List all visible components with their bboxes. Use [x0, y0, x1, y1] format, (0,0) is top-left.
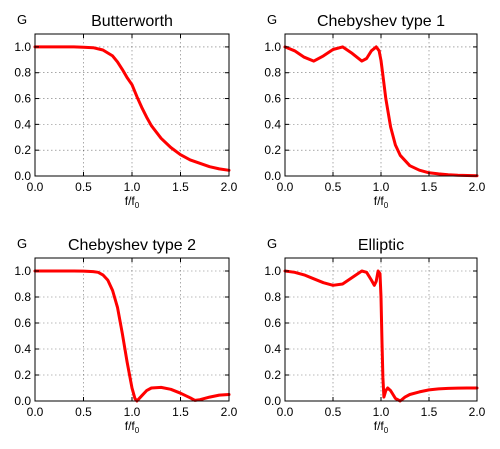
- x-tick-label: 2.0: [469, 405, 486, 419]
- x-tick-label: 1.5: [421, 180, 438, 194]
- y-tick-label: 0.4: [264, 342, 281, 356]
- panel-chebyshev-1: 0.0 0.5 1.0 1.5 2.0 0.0 0.2 0.4 0.6 0.8 1.0 Chebysh…: [264, 12, 485, 210]
- chart-title: Butterworth: [91, 13, 173, 30]
- y-tick-label: 0.0: [264, 169, 281, 183]
- x-axis-label: f/f0: [125, 419, 140, 435]
- x-tick-label: 1.0: [124, 180, 141, 194]
- x-tick-label: 2.0: [221, 180, 238, 194]
- series-line: [283, 269, 479, 403]
- y-tick-label: 1.0: [14, 40, 31, 54]
- y-tick-label: 1.0: [264, 264, 281, 278]
- x-tick-label: 0.0: [277, 180, 294, 194]
- panel-butterworth: 0.0 0.5 1.0 1.5 2.0 0.0 0.2 0.4 0.6 0.8 1.0 Butterw…: [14, 12, 237, 210]
- y-tick-label: 0.8: [14, 66, 31, 80]
- y-tick-label: 0.0: [14, 169, 31, 183]
- y-tick-label: 0.8: [264, 290, 281, 304]
- x-tick-label: 0.5: [325, 405, 342, 419]
- series-line: [33, 45, 231, 172]
- series-line: [33, 269, 231, 403]
- y-axis-label: G: [17, 12, 27, 27]
- y-tick-label: 0.0: [14, 394, 31, 408]
- x-tick-label: 0.5: [75, 405, 92, 419]
- chart-title: Chebyshev type 2: [68, 237, 196, 254]
- x-tick-label: 0.0: [27, 405, 44, 419]
- y-tick-label: 0.4: [264, 117, 281, 131]
- y-axis-label: G: [17, 236, 27, 251]
- y-tick-label: 1.0: [14, 264, 31, 278]
- y-tick-label: 0.8: [264, 66, 281, 80]
- y-tick-label: 0.2: [14, 143, 31, 157]
- y-tick-label: 0.2: [264, 143, 281, 157]
- series-line: [283, 45, 479, 178]
- y-axis-label: G: [267, 12, 277, 27]
- y-axis-label: G: [267, 236, 277, 251]
- y-tick-label: 0.6: [264, 92, 281, 106]
- y-tick-label: 1.0: [264, 40, 281, 54]
- x-tick-label: 1.5: [172, 405, 189, 419]
- y-tick-label: 0.0: [264, 394, 281, 408]
- x-axis-label: f/f0: [374, 419, 389, 435]
- x-tick-label: 1.5: [421, 405, 438, 419]
- x-tick-label: 0.5: [75, 180, 92, 194]
- x-tick-label: 0.0: [277, 405, 294, 419]
- panel-elliptic: 0.0 0.5 1.0 1.5 2.0 0.0 0.2 0.4 0.6 0.8 1.0 Ellipti…: [264, 236, 485, 435]
- x-axis-label: f/f0: [125, 194, 140, 210]
- panel-chebyshev-2: 0.0 0.5 1.0 1.5 2.0 0.0 0.2 0.4 0.6 0.8 1.0 Chebysh…: [14, 236, 237, 435]
- y-tick-label: 0.6: [14, 316, 31, 330]
- chart-title: Chebyshev type 1: [317, 13, 445, 30]
- y-tick-label: 0.2: [264, 368, 281, 382]
- y-tick-label: 0.4: [14, 117, 31, 131]
- y-tick-label: 0.8: [14, 290, 31, 304]
- y-tick-label: 0.2: [14, 368, 31, 382]
- y-tick-label: 0.6: [14, 92, 31, 106]
- y-tick-label: 0.6: [264, 316, 281, 330]
- x-tick-label: 1.0: [124, 405, 141, 419]
- x-tick-label: 1.0: [373, 405, 390, 419]
- x-tick-label: 2.0: [469, 180, 486, 194]
- chart-title: Elliptic: [358, 237, 404, 254]
- x-tick-label: 0.0: [27, 180, 44, 194]
- x-axis-label: f/f0: [374, 194, 389, 210]
- y-tick-label: 0.4: [14, 342, 31, 356]
- x-tick-label: 1.5: [172, 180, 189, 194]
- x-tick-label: 1.0: [373, 180, 390, 194]
- x-tick-label: 0.5: [325, 180, 342, 194]
- x-tick-label: 2.0: [221, 405, 238, 419]
